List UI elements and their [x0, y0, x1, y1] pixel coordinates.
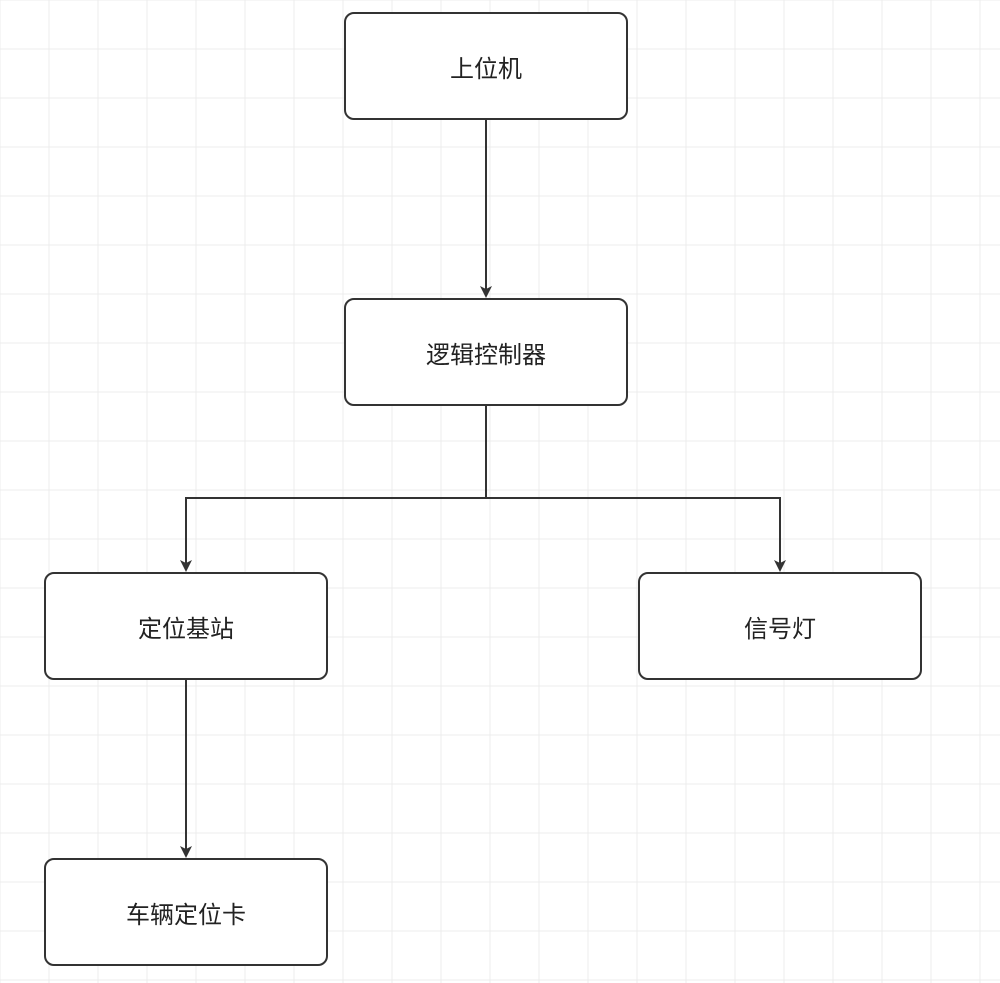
node-n3: 定位基站	[44, 572, 328, 680]
node-n2: 逻辑控制器	[344, 298, 628, 406]
node-label: 信号灯	[744, 609, 816, 644]
node-n1: 上位机	[344, 12, 628, 120]
node-n5: 车辆定位卡	[44, 858, 328, 966]
node-label: 逻辑控制器	[426, 335, 546, 370]
node-n4: 信号灯	[638, 572, 922, 680]
node-label: 车辆定位卡	[126, 895, 246, 930]
edges-layer	[0, 0, 1000, 983]
flowchart-canvas: 上位机 逻辑控制器 定位基站 信号灯 车辆定位卡	[0, 0, 1000, 983]
node-label: 定位基站	[138, 609, 234, 644]
node-label: 上位机	[450, 49, 522, 84]
